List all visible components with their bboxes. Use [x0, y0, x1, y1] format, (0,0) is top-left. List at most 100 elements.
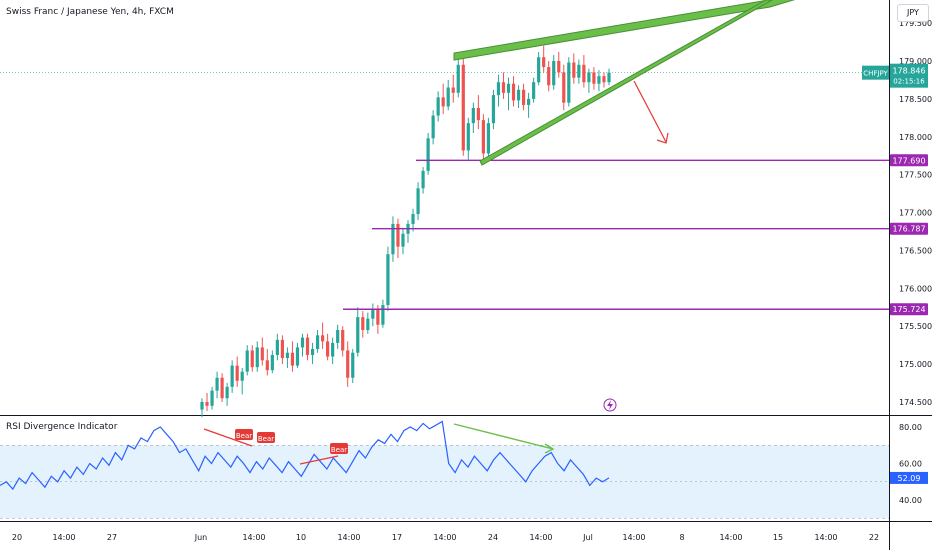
- symbol-tag: [862, 65, 889, 80]
- price-axis-label: 176.000: [899, 284, 932, 293]
- price-axis-label: 175.000: [899, 360, 932, 369]
- rsi-axis-label: 40.00: [899, 496, 922, 505]
- rsi-line: [0, 420, 610, 491]
- candle-body: [421, 170, 425, 189]
- rsi-bull-arrow-head: [544, 443, 555, 454]
- candle-body: [250, 350, 254, 368]
- candle-body: [310, 348, 315, 356]
- candle-body: [416, 188, 420, 215]
- candle-body: [516, 89, 521, 101]
- candle-body: [401, 233, 405, 247]
- candle-body: [245, 350, 249, 372]
- candle-body: [436, 97, 440, 116]
- time-axis-label: 14:00: [242, 533, 265, 542]
- time-axis-label: 14:00: [622, 533, 645, 542]
- candle-body: [446, 87, 450, 107]
- candle-body: [527, 98, 531, 105]
- time-axis-label: Jul: [582, 533, 593, 542]
- candle-body: [496, 82, 501, 96]
- candle-body: [396, 223, 400, 247]
- candle-body: [376, 309, 380, 325]
- candle-body: [552, 61, 556, 86]
- candle-body: [471, 107, 475, 124]
- last-price-tag: [890, 63, 928, 88]
- rsi-bull-arrow[interactable]: [453, 423, 554, 450]
- time-axis-label: 14:00: [814, 533, 837, 542]
- bear-label: Bear: [236, 432, 252, 440]
- candle-body: [411, 214, 415, 224]
- time-axis-label: 14:00: [337, 533, 360, 542]
- candle-body: [562, 72, 566, 103]
- rsi-value-label: 52.09: [898, 474, 921, 483]
- rsi-divergence-line: [299, 455, 339, 465]
- candle-body: [572, 62, 576, 78]
- candle-body: [300, 337, 305, 348]
- candle-body: [255, 347, 259, 368]
- candle-body: [210, 390, 214, 406]
- support-level-label: 177.690: [892, 156, 925, 165]
- candle-body: [476, 107, 480, 121]
- price-axis-label: 179.500: [899, 19, 932, 28]
- bar-countdown: 02:15:16: [893, 78, 925, 86]
- candle-body: [285, 352, 290, 359]
- bear-label-box: [330, 443, 348, 454]
- candle-body: [587, 72, 591, 83]
- candle-body: [481, 120, 485, 154]
- price-axis-label: 178.000: [899, 133, 932, 142]
- bear-label-box: [257, 432, 275, 443]
- bear-label: Bear: [331, 446, 347, 454]
- candle-body: [200, 402, 204, 410]
- time-axis-label: 14:00: [719, 533, 742, 542]
- candle-body: [295, 347, 300, 366]
- candle-body: [290, 352, 295, 366]
- candle-body: [607, 72, 611, 83]
- candle-body: [506, 83, 511, 93]
- wedge-upper-band[interactable]: [453, 0, 800, 61]
- candle-body: [466, 123, 470, 151]
- candle-body: [597, 76, 601, 84]
- rsi-value-tag: [890, 471, 928, 484]
- rsi-axis-label: 80.00: [899, 423, 922, 432]
- candle-body: [547, 67, 551, 86]
- time-axis-label: 24: [488, 533, 498, 542]
- support-level-tag: [890, 154, 928, 167]
- candle-body: [346, 350, 350, 378]
- time-axis-label: 8: [679, 533, 684, 542]
- candle-body: [602, 76, 606, 83]
- rsi-indicator-title: RSI Divergence Indicator: [6, 422, 118, 432]
- candle-body: [567, 62, 571, 103]
- candle-body: [235, 365, 239, 381]
- symbol-tag-label: CHFJPY: [863, 70, 888, 78]
- candle-body: [351, 352, 355, 378]
- bearish-arrow-head: [656, 132, 669, 144]
- bear-label-box: [235, 429, 253, 440]
- bearish-arrow[interactable]: [633, 80, 667, 143]
- candle-body: [521, 89, 526, 105]
- price-axis-label: 175.500: [899, 322, 932, 331]
- candle-body: [491, 95, 496, 124]
- candle-body: [577, 64, 581, 78]
- last-price-value: 178.846: [892, 67, 925, 76]
- price-axis-label: 179.000: [899, 57, 932, 66]
- wedge-lower-band[interactable]: [479, 0, 774, 166]
- price-axis-label: 177.000: [899, 209, 932, 218]
- candle-body: [220, 377, 224, 399]
- time-axis-label: 27: [107, 533, 117, 542]
- candle-body: [215, 377, 219, 391]
- chart-title: Swiss Franc / Japanese Yen, 4h, FXCM: [6, 7, 174, 17]
- candle-body: [391, 223, 395, 255]
- candle-body: [205, 402, 209, 406]
- time-axis-label: 14:00: [52, 533, 75, 542]
- candle-body: [270, 355, 274, 371]
- candle-body: [341, 330, 345, 351]
- time-axis-label: 10: [296, 533, 306, 542]
- price-axis-label: 177.500: [899, 171, 932, 180]
- currency-selector[interactable]: JPY: [897, 4, 929, 22]
- candle-body: [582, 64, 586, 83]
- candle-body: [486, 123, 491, 154]
- candle-body: [381, 305, 385, 325]
- candle-body: [532, 82, 536, 99]
- time-axis-label: 22: [869, 533, 879, 542]
- candle-body: [260, 347, 264, 361]
